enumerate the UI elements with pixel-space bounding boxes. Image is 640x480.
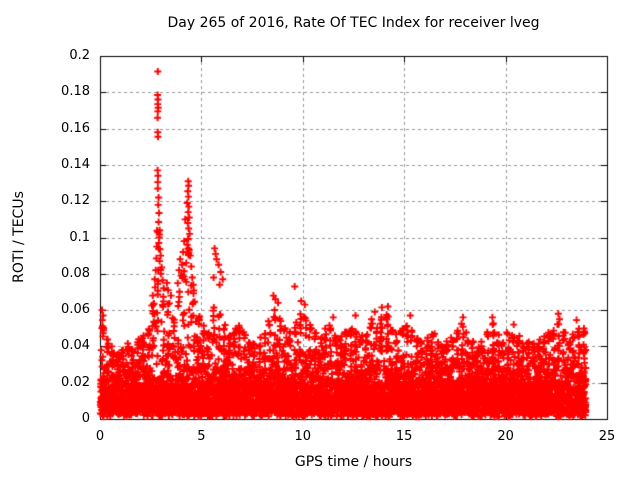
x-tick-label-10: 10 — [294, 429, 312, 444]
y-tick-label-0.04: 0.04 — [61, 338, 90, 354]
y-tick-label-0.16: 0.16 — [61, 120, 90, 136]
x-tick-label-20: 20 — [497, 429, 514, 444]
x-tick-label-5: 5 — [197, 429, 206, 444]
x-tick-label-15: 15 — [395, 429, 413, 444]
y-tick-label-0.02: 0.02 — [61, 374, 90, 390]
y-tick-label-0.08: 0.08 — [61, 265, 90, 281]
y-tick-label-0.2: 0.2 — [69, 48, 90, 63]
x-tick-label-25: 25 — [598, 429, 616, 444]
y-tick-label-0: 0 — [81, 411, 90, 426]
x-tick-label-0: 0 — [95, 429, 105, 444]
chart-title: Day 265 of 2016, Rate Of TEC Index for r… — [167, 15, 540, 31]
y-tick-label-0.1: 0.1 — [69, 229, 90, 245]
y-tick-label-0.14: 0.14 — [61, 156, 90, 172]
y-tick-label-0.18: 0.18 — [61, 84, 90, 100]
y-axis-label: ROTI / TECUs — [11, 191, 27, 283]
x-axis-label: GPS time / hours — [294, 454, 413, 470]
y-tick-label-0.06: 0.06 — [61, 302, 90, 318]
y-tick-label-0.12: 0.12 — [61, 193, 90, 209]
